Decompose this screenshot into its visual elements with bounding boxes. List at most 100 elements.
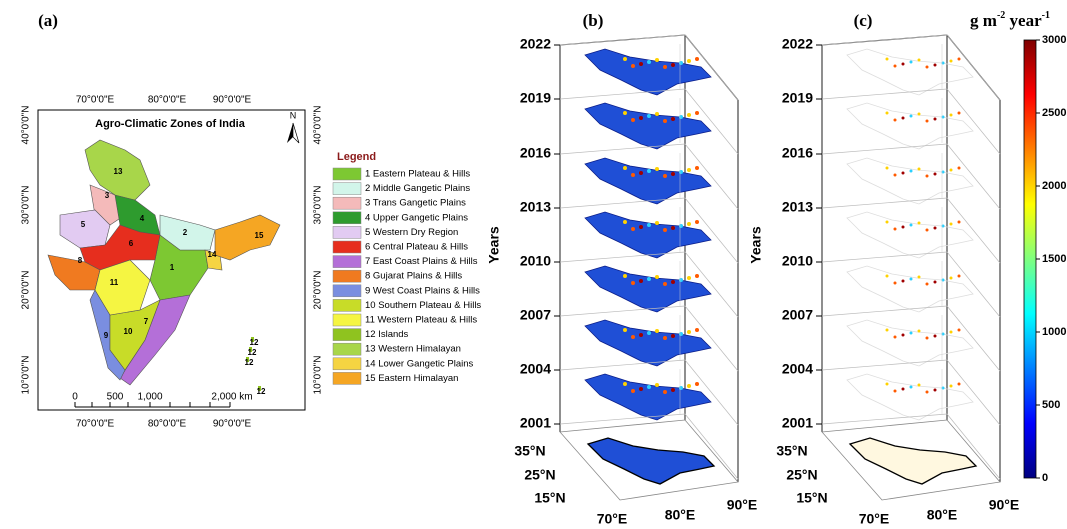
- zone: [214, 214, 281, 261]
- y-tick-label: 2004: [782, 361, 813, 377]
- hotspot: [925, 65, 929, 69]
- zone-label: 7: [144, 317, 149, 326]
- zone-label: 2: [183, 228, 188, 237]
- hotspot: [949, 276, 953, 280]
- lon-label: 70°E: [597, 511, 628, 527]
- y-tick-label: 2022: [520, 36, 551, 52]
- island-label: 12: [248, 348, 257, 357]
- zone: [84, 139, 151, 201]
- hotspot: [949, 222, 953, 226]
- zone-label: 9: [104, 331, 109, 340]
- legend-label: 14 Lower Gangetic Plains: [365, 358, 474, 369]
- y-tick-label: 2019: [782, 90, 813, 106]
- lon-label: 70°0'0"E: [76, 95, 115, 106]
- title-part: -1: [1042, 10, 1050, 21]
- grid-line: [821, 305, 948, 317]
- y-tick-label: 2016: [782, 145, 813, 161]
- hotspot: [909, 60, 913, 64]
- island: [246, 357, 249, 362]
- hotspot: [957, 220, 961, 224]
- zone-label: 13: [114, 167, 123, 176]
- colorbar-tick-label: 500: [1042, 399, 1060, 411]
- hotspot: [917, 58, 921, 62]
- hotspot: [623, 382, 627, 386]
- hotspot: [631, 389, 635, 393]
- hotspot: [671, 280, 675, 284]
- scale-label: 1,000: [137, 392, 162, 403]
- hotspot: [687, 59, 691, 63]
- hotspot: [901, 171, 905, 175]
- hotspot: [893, 227, 897, 231]
- legend-label: 1 Eastern Plateau & Hills: [365, 169, 470, 180]
- island-label: 12: [245, 358, 254, 367]
- lat-label: 35°N: [776, 443, 807, 459]
- island-label: 12: [257, 387, 266, 396]
- legend-label: 11 Western Plateau & Hills: [365, 315, 477, 326]
- hotspot: [647, 60, 651, 64]
- hotspot: [655, 221, 659, 225]
- lat-label: 40°0'0"N: [313, 106, 324, 145]
- map-layer: [584, 48, 712, 96]
- hotspot: [695, 57, 699, 61]
- legend-label: 5 Western Dry Region: [365, 227, 458, 238]
- hotspot: [663, 65, 667, 69]
- axis-title: Years: [748, 226, 764, 264]
- hotspot: [933, 280, 937, 284]
- grid-line: [946, 413, 1001, 480]
- map-layer: [584, 265, 712, 313]
- hotspot: [909, 223, 913, 227]
- hotspot: [647, 277, 651, 281]
- zone-label: 10: [124, 327, 133, 336]
- hotspot: [663, 174, 667, 178]
- grid-line: [946, 305, 1001, 372]
- hotspot: [647, 169, 651, 173]
- hotspot: [655, 58, 659, 62]
- hotspot: [623, 274, 627, 278]
- hotspot: [695, 328, 699, 332]
- colorbar-title: g m-2 year-1: [970, 10, 1050, 30]
- y-tick-label: 2001: [782, 415, 813, 431]
- hotspot: [949, 59, 953, 63]
- hotspot: [623, 220, 627, 224]
- grid-line: [946, 88, 1001, 155]
- hotspot: [631, 227, 635, 231]
- map-title: Agro-Climatic Zones of India: [95, 118, 246, 130]
- hotspot: [909, 114, 913, 118]
- hotspot: [885, 220, 889, 224]
- hotspot: [933, 172, 937, 176]
- legend-label: 8 Gujarat Plains & Hills: [365, 271, 462, 282]
- hotspot: [909, 385, 913, 389]
- legend-swatch: [332, 299, 362, 312]
- hotspot: [679, 224, 683, 228]
- map-layer: [846, 265, 974, 313]
- grid-line: [559, 88, 686, 100]
- legend-swatch: [332, 313, 362, 327]
- y-tick-label: 2013: [782, 199, 813, 215]
- grid-line: [821, 359, 948, 371]
- hotspot: [901, 225, 905, 229]
- island: [258, 386, 261, 391]
- lat-label: 10°0'0"N: [313, 356, 324, 395]
- hotspot: [671, 63, 675, 67]
- base-map: [586, 437, 716, 485]
- panel-label: (a): [38, 11, 58, 30]
- legend-swatch: [332, 226, 362, 239]
- hotspot: [933, 388, 937, 392]
- grid-line: [946, 143, 1001, 210]
- grid-line: [559, 359, 686, 371]
- hotspot: [885, 166, 889, 170]
- lon-label: 90°0'0"E: [213, 419, 252, 430]
- colorbar-tick-label: 1000: [1042, 326, 1066, 338]
- lon-label: 90°E: [727, 497, 758, 513]
- map-frame: [37, 109, 306, 411]
- hotspot: [623, 328, 627, 332]
- hotspot: [917, 112, 921, 116]
- base-plane: [559, 419, 739, 501]
- grid-line: [559, 413, 686, 425]
- grid-line: [684, 251, 739, 318]
- grid-line: [684, 88, 739, 155]
- lon-label: 80°E: [665, 507, 696, 523]
- y-tick-label: 2016: [520, 145, 551, 161]
- zone-label: 4: [140, 214, 145, 223]
- hotspot: [687, 222, 691, 226]
